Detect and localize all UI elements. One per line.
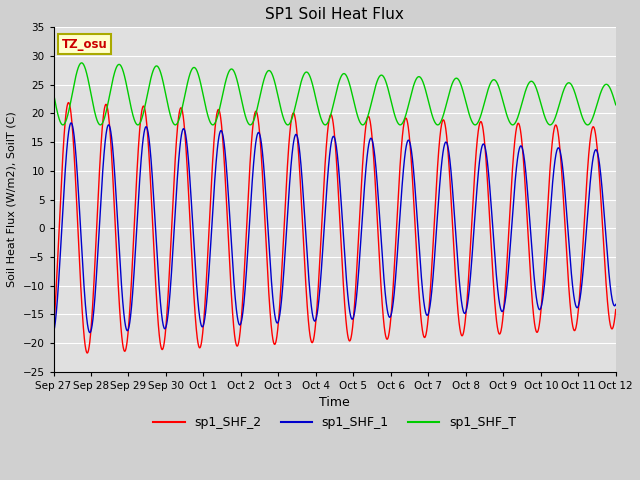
sp1_SHF_2: [83, 350, 91, 356]
sp1_SHF_T: [390, 109, 397, 115]
sp1_SHF_1: [400, 165, 408, 170]
sp1_SHF_T: [50, 90, 58, 96]
sp1_SHF_1: [612, 301, 620, 307]
sp1_SHF_1: [86, 330, 94, 336]
sp1_SHF_1: [207, 240, 214, 245]
sp1_SHF_1: [170, 224, 178, 230]
sp1_SHF_2: [612, 307, 620, 312]
sp1_SHF_2: [207, 191, 214, 196]
sp1_SHF_T: [59, 122, 67, 128]
Y-axis label: Soil Heat Flux (W/m2), SoilT (C): Soil Heat Flux (W/m2), SoilT (C): [7, 112, 17, 288]
sp1_SHF_T: [400, 118, 408, 124]
sp1_SHF_1: [67, 120, 75, 126]
sp1_SHF_1: [612, 302, 620, 308]
sp1_SHF_1: [50, 330, 58, 336]
sp1_SHF_T: [170, 121, 178, 127]
sp1_SHF_T: [207, 120, 214, 126]
Line: sp1_SHF_2: sp1_SHF_2: [54, 103, 616, 353]
sp1_SHF_1: [390, 295, 397, 300]
Text: TZ_osu: TZ_osu: [62, 38, 108, 51]
sp1_SHF_2: [390, 274, 397, 280]
sp1_SHF_2: [170, 173, 178, 179]
Line: sp1_SHF_T: sp1_SHF_T: [54, 63, 616, 125]
sp1_SHF_T: [559, 90, 566, 96]
sp1_SHF_2: [400, 123, 408, 129]
sp1_SHF_2: [559, 183, 566, 189]
sp1_SHF_2: [612, 308, 620, 314]
Line: sp1_SHF_1: sp1_SHF_1: [54, 123, 616, 333]
sp1_SHF_T: [612, 102, 620, 108]
Title: SP1 Soil Heat Flux: SP1 Soil Heat Flux: [265, 7, 404, 22]
X-axis label: Time: Time: [319, 396, 350, 409]
sp1_SHF_T: [612, 101, 620, 107]
Legend: sp1_SHF_2, sp1_SHF_1, sp1_SHF_T: sp1_SHF_2, sp1_SHF_1, sp1_SHF_T: [148, 411, 521, 434]
sp1_SHF_T: [78, 60, 86, 66]
sp1_SHF_2: [50, 327, 58, 333]
sp1_SHF_2: [65, 100, 72, 106]
sp1_SHF_1: [559, 165, 566, 170]
